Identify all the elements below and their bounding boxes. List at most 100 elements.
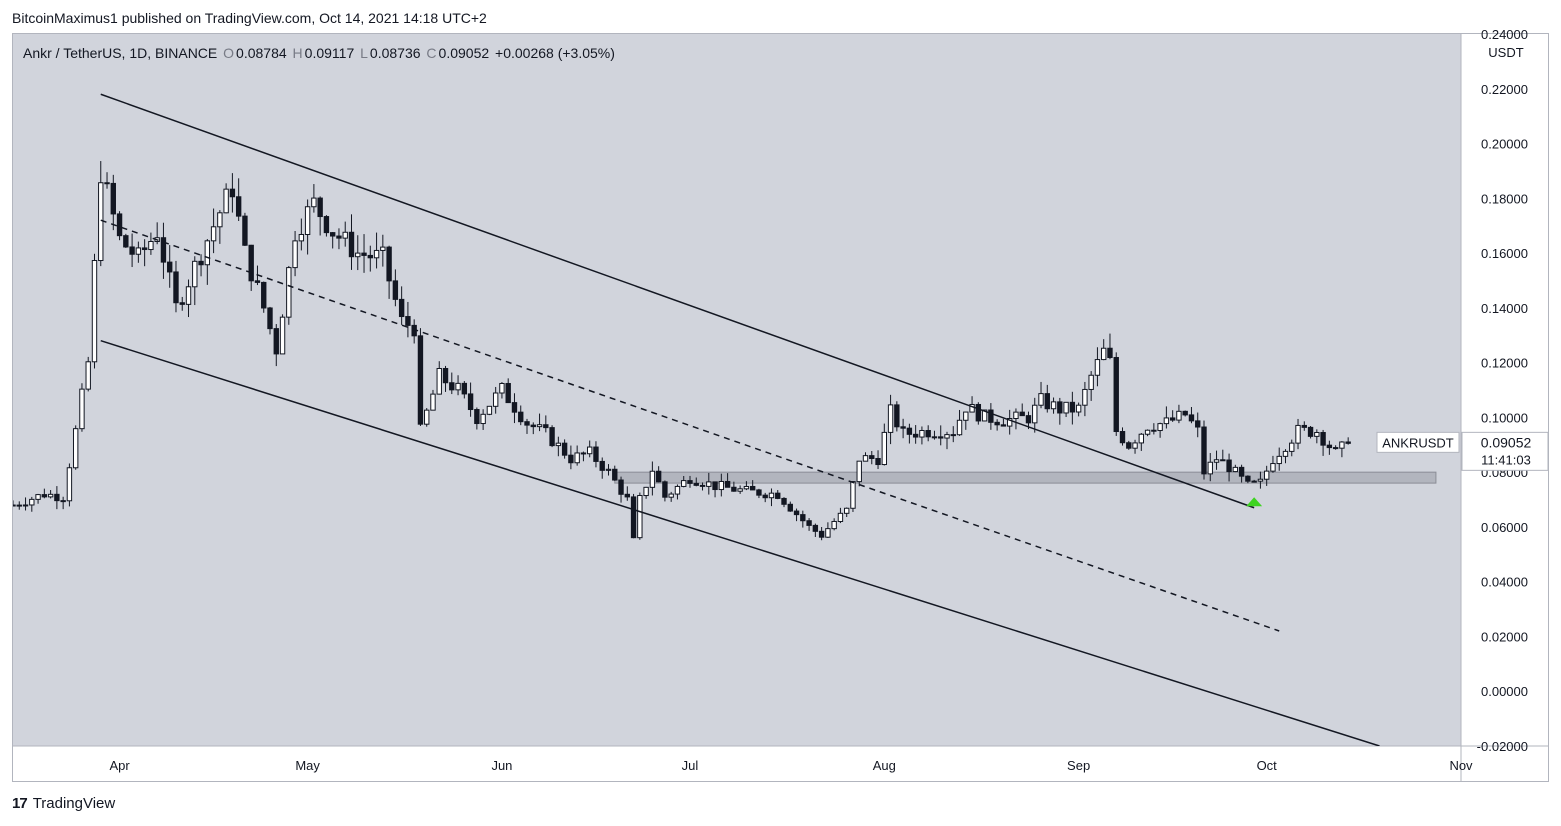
candle-body xyxy=(787,503,793,512)
candle xyxy=(1232,464,1239,473)
change-value: +0.00268 (+3.05%) xyxy=(495,45,615,61)
candle xyxy=(1213,450,1220,470)
candle xyxy=(1163,406,1170,429)
price-tick-label: 0.12000 xyxy=(1481,356,1528,371)
candle-body xyxy=(1220,459,1226,462)
candle-body xyxy=(637,495,643,539)
candle xyxy=(856,460,862,487)
candle-body xyxy=(668,493,674,498)
candle xyxy=(1038,381,1044,409)
candle-body xyxy=(1163,417,1170,425)
time-tick-label: Jun xyxy=(491,758,512,773)
candle xyxy=(1044,384,1050,413)
candle-body xyxy=(825,528,831,538)
candle xyxy=(518,405,524,426)
candle xyxy=(1263,465,1270,486)
footer: 17 TradingView xyxy=(12,795,115,812)
candle-body xyxy=(630,496,637,539)
candle xyxy=(1257,471,1264,489)
price-tick-label: 0.24000 xyxy=(1481,27,1528,42)
candle xyxy=(486,405,493,416)
candle xyxy=(1345,437,1351,445)
publisher-line: BitcoinMaximus1 published on TradingView… xyxy=(12,10,487,26)
candle xyxy=(13,500,16,507)
candle xyxy=(1138,433,1145,451)
time-tick-label: Nov xyxy=(1449,758,1473,773)
candle xyxy=(881,423,888,466)
candle xyxy=(1075,402,1082,417)
candle xyxy=(543,415,549,433)
candle-body xyxy=(129,246,135,255)
candle-body xyxy=(1094,359,1101,376)
candle xyxy=(1013,408,1019,430)
candle xyxy=(818,527,825,541)
current-price-label: 0.09052 xyxy=(1481,434,1532,450)
candle xyxy=(586,440,593,458)
candle xyxy=(869,450,875,465)
candle xyxy=(800,510,806,528)
candle-body xyxy=(323,216,330,234)
candle-body xyxy=(549,427,555,447)
candle-body xyxy=(1182,410,1188,416)
candle xyxy=(975,402,982,425)
candle xyxy=(192,256,198,306)
candle xyxy=(887,394,894,445)
candle-body xyxy=(1213,459,1220,463)
candle-body xyxy=(217,212,223,228)
candle-body xyxy=(386,246,392,282)
channel-line xyxy=(100,339,1380,746)
candle xyxy=(223,183,229,214)
candle xyxy=(712,481,718,498)
candle-body xyxy=(511,402,518,413)
price-tick-label: 0.14000 xyxy=(1481,301,1528,316)
candle xyxy=(580,451,587,462)
candle-body xyxy=(1339,441,1345,449)
candle-body xyxy=(1201,426,1207,475)
candle xyxy=(931,430,938,440)
candle-body xyxy=(981,409,988,422)
candle-body xyxy=(91,260,98,363)
candle-body xyxy=(1345,441,1351,444)
candle xyxy=(825,522,831,538)
candle xyxy=(467,382,474,417)
candle-body xyxy=(712,481,718,491)
candle xyxy=(756,488,762,499)
candle-body xyxy=(1188,414,1195,422)
candle xyxy=(398,286,405,325)
candle xyxy=(994,419,1000,431)
candle-body xyxy=(1144,429,1151,435)
candle xyxy=(348,214,355,270)
candle-body xyxy=(298,233,305,242)
candle xyxy=(66,463,73,507)
candle-body xyxy=(204,240,211,266)
candle xyxy=(1188,406,1195,424)
candle xyxy=(668,491,674,502)
candle xyxy=(79,383,85,432)
time-tick-label: Sep xyxy=(1067,758,1090,773)
candle-body xyxy=(373,249,380,259)
candle-body xyxy=(612,468,618,481)
candle xyxy=(549,425,555,448)
candle xyxy=(649,461,656,496)
candle xyxy=(386,245,392,299)
candle xyxy=(1276,447,1282,471)
candle xyxy=(912,425,919,444)
candle-body xyxy=(348,231,355,258)
candle-body xyxy=(856,460,862,483)
candle-body xyxy=(1207,461,1213,475)
candle xyxy=(286,265,292,325)
candle xyxy=(1245,475,1251,484)
candle-body xyxy=(693,482,699,486)
time-tick-label: Oct xyxy=(1257,758,1278,773)
candle xyxy=(806,518,812,531)
candle-body xyxy=(392,280,399,300)
candle xyxy=(1207,453,1213,482)
candle xyxy=(988,403,994,430)
candle xyxy=(944,431,950,450)
candle xyxy=(925,425,931,442)
candle xyxy=(643,486,649,499)
candle xyxy=(593,441,599,468)
candle-body xyxy=(837,512,844,522)
candle xyxy=(116,211,123,241)
